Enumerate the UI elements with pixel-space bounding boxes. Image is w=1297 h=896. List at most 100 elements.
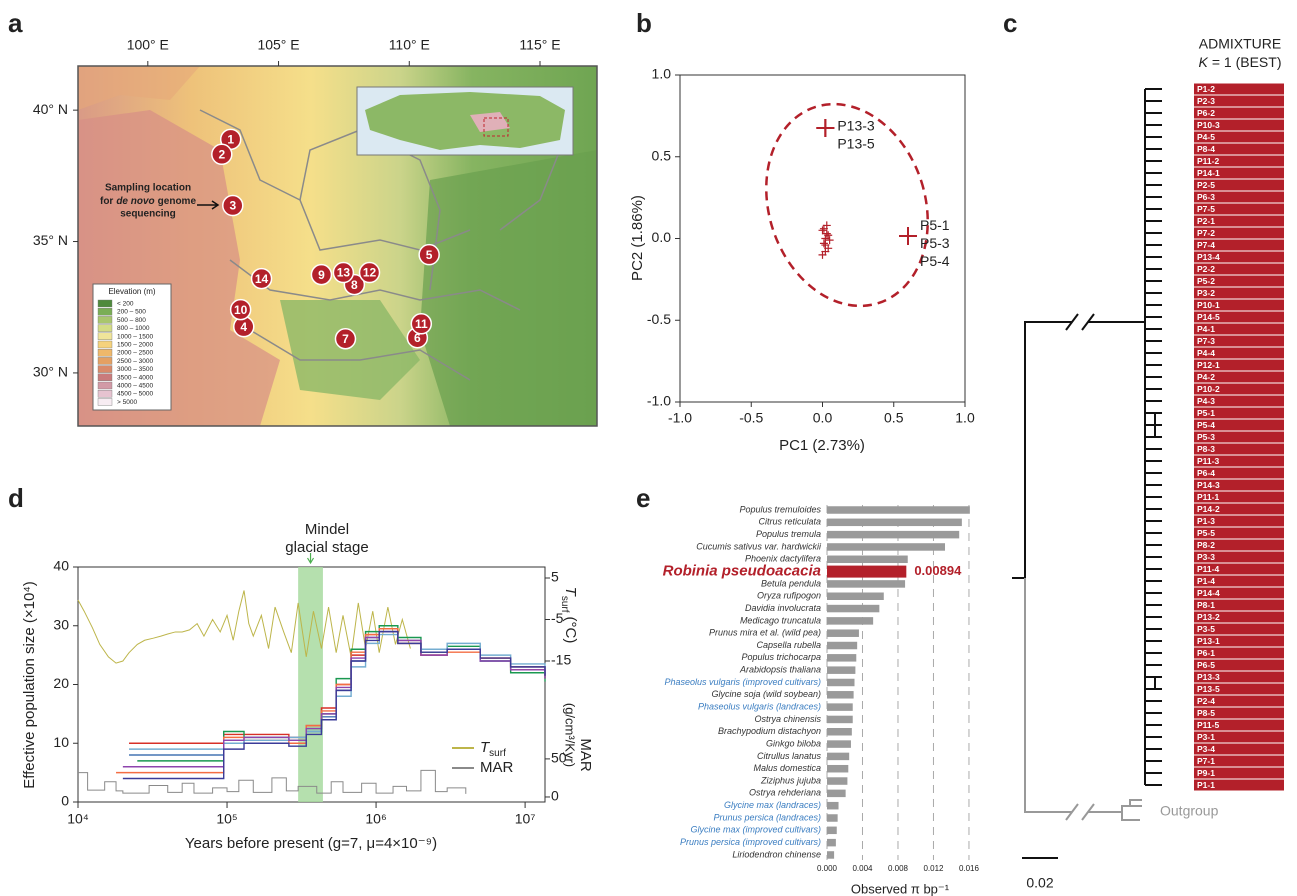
category-label: Cucumis sativus var. hardwickii: [696, 541, 822, 551]
sample-label: P7-4: [1197, 240, 1215, 250]
bar: [827, 617, 873, 625]
panel-letter: c: [1003, 8, 1017, 38]
bar: [827, 740, 851, 748]
category-label: Ostrya chinensis: [754, 714, 821, 724]
sample-label: P9-1: [1197, 768, 1215, 778]
sample-label: P6-2: [1197, 108, 1215, 118]
bar: [827, 566, 906, 578]
point-label: P5-3: [920, 235, 950, 251]
sample-label: P10-3: [1197, 120, 1220, 130]
bar: [827, 691, 854, 699]
legend-label: 2000 – 2500: [117, 350, 154, 357]
legend-label: 800 – 1000: [117, 325, 150, 332]
sample-label: P4-1: [1197, 324, 1215, 334]
bar: [827, 580, 905, 588]
bar: [827, 839, 836, 847]
y-tick-label: 30° N: [33, 364, 68, 380]
y-tick-label: 1.0: [652, 66, 672, 82]
sample-label: P3-5: [1197, 624, 1215, 634]
legend-swatch: [98, 349, 112, 356]
series-line: [123, 632, 545, 779]
annotation-part: de novo: [116, 196, 154, 207]
sample-label: P5-3: [1197, 432, 1215, 442]
sample-label: P4-2: [1197, 372, 1215, 382]
sample-label: P11-1: [1197, 492, 1219, 502]
point-label: P5-1: [920, 217, 950, 233]
x-tick-label: 10⁵: [216, 811, 237, 827]
legend-label: 1000 – 1500: [117, 333, 154, 340]
sample-label: P7-2: [1197, 228, 1215, 238]
category-label: Robinia pseudoacacia: [663, 563, 821, 580]
sample-label: P1-4: [1197, 576, 1215, 586]
sample-label: P5-4: [1197, 420, 1215, 430]
x-axis-label: Years before present (g=7, μ=4×10⁻⁹): [185, 835, 437, 852]
category-label: Citrus reticulata: [758, 517, 821, 527]
sample-label: P4-3: [1197, 396, 1215, 406]
sample-label: P8-1: [1197, 600, 1215, 610]
category-label: Populus trichocarpa: [741, 652, 821, 662]
sample-label: P8-3: [1197, 444, 1215, 454]
x-tick-label: 115° E: [519, 37, 560, 53]
legend-label: < 200: [117, 301, 134, 308]
legend-swatch: [98, 325, 112, 332]
y3-tick-label: 0: [551, 788, 559, 804]
sample-label: P1-3: [1197, 516, 1215, 526]
sample-label: P10-2: [1197, 384, 1220, 394]
category-label: Glycine max (landraces): [724, 800, 821, 810]
x-tick-label: 0.016: [959, 864, 980, 873]
x-tick-label: 1.0: [955, 410, 975, 426]
sample-label: P1-1: [1197, 780, 1215, 790]
bar: [827, 814, 838, 822]
outgroup-branch: [1025, 578, 1142, 820]
bar: [827, 728, 852, 736]
sample-label: P6-1: [1197, 648, 1215, 658]
bar: [827, 654, 856, 662]
category-label: Oryza rufipogon: [757, 591, 821, 601]
site-label: 7: [342, 332, 349, 346]
point-label: P5-4: [920, 253, 950, 269]
y3-axis-label: MAR: [577, 738, 594, 772]
bar: [827, 629, 859, 637]
sample-label: P10-1: [1197, 300, 1220, 310]
sample-label: P13-1: [1197, 636, 1220, 646]
y-tick-label: 10: [53, 734, 69, 750]
sample-label: P13-5: [1197, 684, 1220, 694]
legend-swatch: [98, 300, 112, 307]
point-label: P13-3: [837, 118, 875, 134]
sample-label: P8-2: [1197, 540, 1215, 550]
y-tick-label: -1.0: [647, 393, 671, 409]
site-label: 4: [240, 320, 247, 334]
glacial-span: [298, 567, 323, 802]
sample-label: P4-4: [1197, 348, 1215, 358]
category-label: Ginkgo biloba: [766, 738, 821, 748]
y-tick-label: 30: [53, 616, 69, 632]
x-tick-label: -1.0: [668, 410, 692, 426]
bar: [827, 765, 848, 773]
category-label: Ziziphus jujuba: [760, 775, 821, 785]
site-label: 13: [337, 266, 351, 280]
legend-label-part: MAR: [480, 759, 514, 776]
site-label: 3: [229, 199, 236, 213]
y-tick-label: 40° N: [33, 101, 68, 117]
sample-label: P14-4: [1197, 588, 1220, 598]
tree-branch: [1012, 314, 1145, 578]
x-tick-label: 10⁶: [365, 811, 386, 827]
category-label: Prunus persica (landraces): [713, 812, 821, 822]
legend-swatch: [98, 390, 112, 397]
category-label: Populus tremula: [756, 529, 821, 539]
site-label: 9: [318, 268, 325, 282]
bar: [827, 777, 847, 785]
legend-swatch: [98, 316, 112, 323]
category-label: Phaseolus vulgaris (improved cultivars): [664, 677, 821, 687]
label-part: (°C): [562, 617, 579, 644]
outgroup-label: Outgroup: [1160, 803, 1219, 819]
bar: [827, 716, 853, 724]
x-axis-label: PC1 (2.73%): [779, 437, 865, 454]
y-tick-label: 0.5: [652, 147, 672, 163]
sample-label: P7-1: [1197, 756, 1215, 766]
sample-label: P2-1: [1197, 216, 1215, 226]
y2-tick-label: -5: [551, 610, 564, 626]
bar: [827, 703, 853, 711]
x-tick-label: 0.0: [813, 410, 833, 426]
x-tick-label: 0.008: [888, 864, 909, 873]
